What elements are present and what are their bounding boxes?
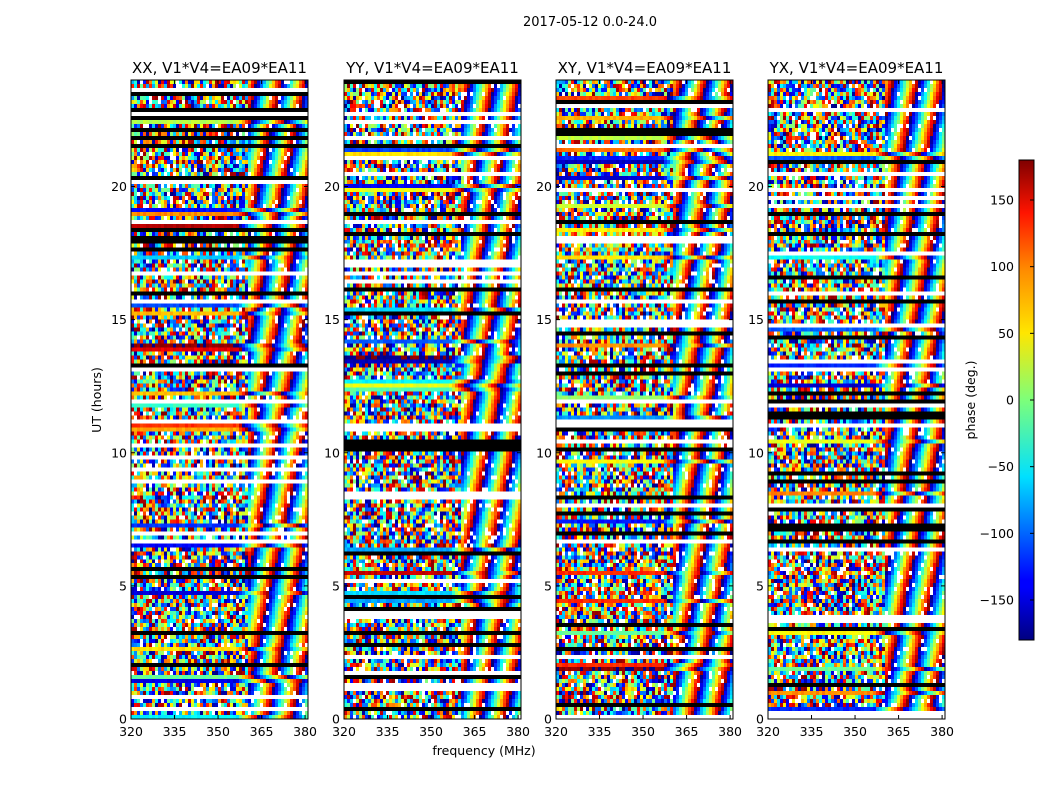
- y-tick-label: 10: [111, 445, 127, 460]
- phase-heatmap-2: [344, 80, 521, 719]
- y-tick-label: 0: [119, 712, 127, 727]
- y-tick-label: 5: [544, 578, 552, 593]
- y-tick-label: 15: [748, 312, 764, 327]
- y-tick-label: 5: [332, 578, 340, 593]
- y-tick-label: 15: [324, 312, 340, 327]
- panel-frame: [555, 79, 734, 720]
- x-tick-label: 350: [419, 724, 443, 739]
- y-tick-label: 15: [111, 312, 127, 327]
- y-tick-label: 5: [756, 578, 764, 593]
- colorbar-tick-label: 100: [990, 259, 1014, 274]
- y-tick-label: 10: [536, 445, 552, 460]
- x-tick-label: 380: [930, 724, 954, 739]
- x-tick-label: 320: [544, 724, 568, 739]
- panel-frame: [767, 79, 946, 720]
- y-tick-label: 15: [536, 312, 552, 327]
- y-tick-label: 0: [756, 712, 764, 727]
- colorbar-label: phase (deg.): [963, 361, 978, 440]
- colorbar: 150 100 50 0 −50 −100 −150: [980, 159, 1035, 641]
- x-tick-label: 350: [206, 724, 230, 739]
- colorbar-tick-label: 50: [998, 326, 1014, 341]
- y-tick-label: 20: [748, 179, 764, 194]
- x-tick-label: 320: [756, 724, 780, 739]
- colorbar-tick-label: −100: [980, 526, 1014, 541]
- x-tick-label: 335: [163, 724, 187, 739]
- colorbar-tick-label: 0: [1006, 393, 1014, 408]
- panel-2: YY, V1*V4=EA09*EA11 320 335 350 365 380 0 5 10 15…: [324, 59, 530, 739]
- y-tick-label: 20: [111, 179, 127, 194]
- x-tick-label: 335: [800, 724, 824, 739]
- panel-1: XX, V1*V4=EA09*EA11 320 335 350 365 380 0 5 10 15…: [111, 59, 317, 739]
- phase-heatmap-3: [556, 80, 733, 719]
- x-tick-label: 365: [250, 724, 274, 739]
- y-tick-label: 20: [324, 179, 340, 194]
- panel-frame: [343, 79, 522, 720]
- panel-title: XX, V1*V4=EA09*EA11: [132, 59, 307, 77]
- phase-heatmap-1: [131, 80, 308, 719]
- x-tick-label: 335: [376, 724, 400, 739]
- panel-4: YX, V1*V4=EA09*EA11 320 335 350 365 380 0 5 10 15…: [748, 59, 954, 739]
- y-tick-label: 10: [324, 445, 340, 460]
- colorbar-tick-label: −150: [980, 593, 1014, 608]
- x-tick-label: 350: [843, 724, 867, 739]
- panel-3: XY, V1*V4=EA09*EA11 320 335 350 365 380 0 5 10 15…: [536, 59, 742, 739]
- colorbar-tick-label: −50: [988, 459, 1014, 474]
- panel-group: XX, V1*V4=EA09*EA11 320 335 350 365 380 0 5 10 15…: [111, 59, 954, 739]
- x-tick-label: 335: [588, 724, 612, 739]
- x-tick-label: 380: [293, 724, 317, 739]
- y-tick-label: 20: [536, 179, 552, 194]
- y-tick-label: 0: [544, 712, 552, 727]
- x-tick-label: 365: [675, 724, 699, 739]
- y-tick-label: 5: [119, 578, 127, 593]
- x-tick-label: 365: [463, 724, 487, 739]
- panel-title: YY, V1*V4=EA09*EA11: [345, 59, 519, 77]
- x-axis-label: frequency (MHz): [432, 743, 535, 758]
- figure-suptitle: 2017-05-12 0.0-24.0: [523, 15, 657, 30]
- y-axis-label: UT (hours): [89, 367, 104, 433]
- x-tick-label: 380: [506, 724, 530, 739]
- panel-title: XY, V1*V4=EA09*EA11: [558, 59, 732, 77]
- phase-heatmap-4: [768, 80, 945, 719]
- panel-title: YX, V1*V4=EA09*EA11: [769, 59, 944, 77]
- y-tick-label: 10: [748, 445, 764, 460]
- x-tick-label: 320: [332, 724, 356, 739]
- panel-frame: [130, 79, 309, 720]
- colorbar-tick-label: 150: [990, 193, 1014, 208]
- x-tick-label: 350: [631, 724, 655, 739]
- y-tick-label: 0: [332, 712, 340, 727]
- x-tick-label: 365: [887, 724, 911, 739]
- x-tick-label: 380: [718, 724, 742, 739]
- x-tick-label: 320: [119, 724, 143, 739]
